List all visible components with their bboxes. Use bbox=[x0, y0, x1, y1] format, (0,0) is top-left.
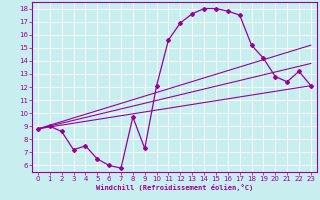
X-axis label: Windchill (Refroidissement éolien,°C): Windchill (Refroidissement éolien,°C) bbox=[96, 184, 253, 191]
